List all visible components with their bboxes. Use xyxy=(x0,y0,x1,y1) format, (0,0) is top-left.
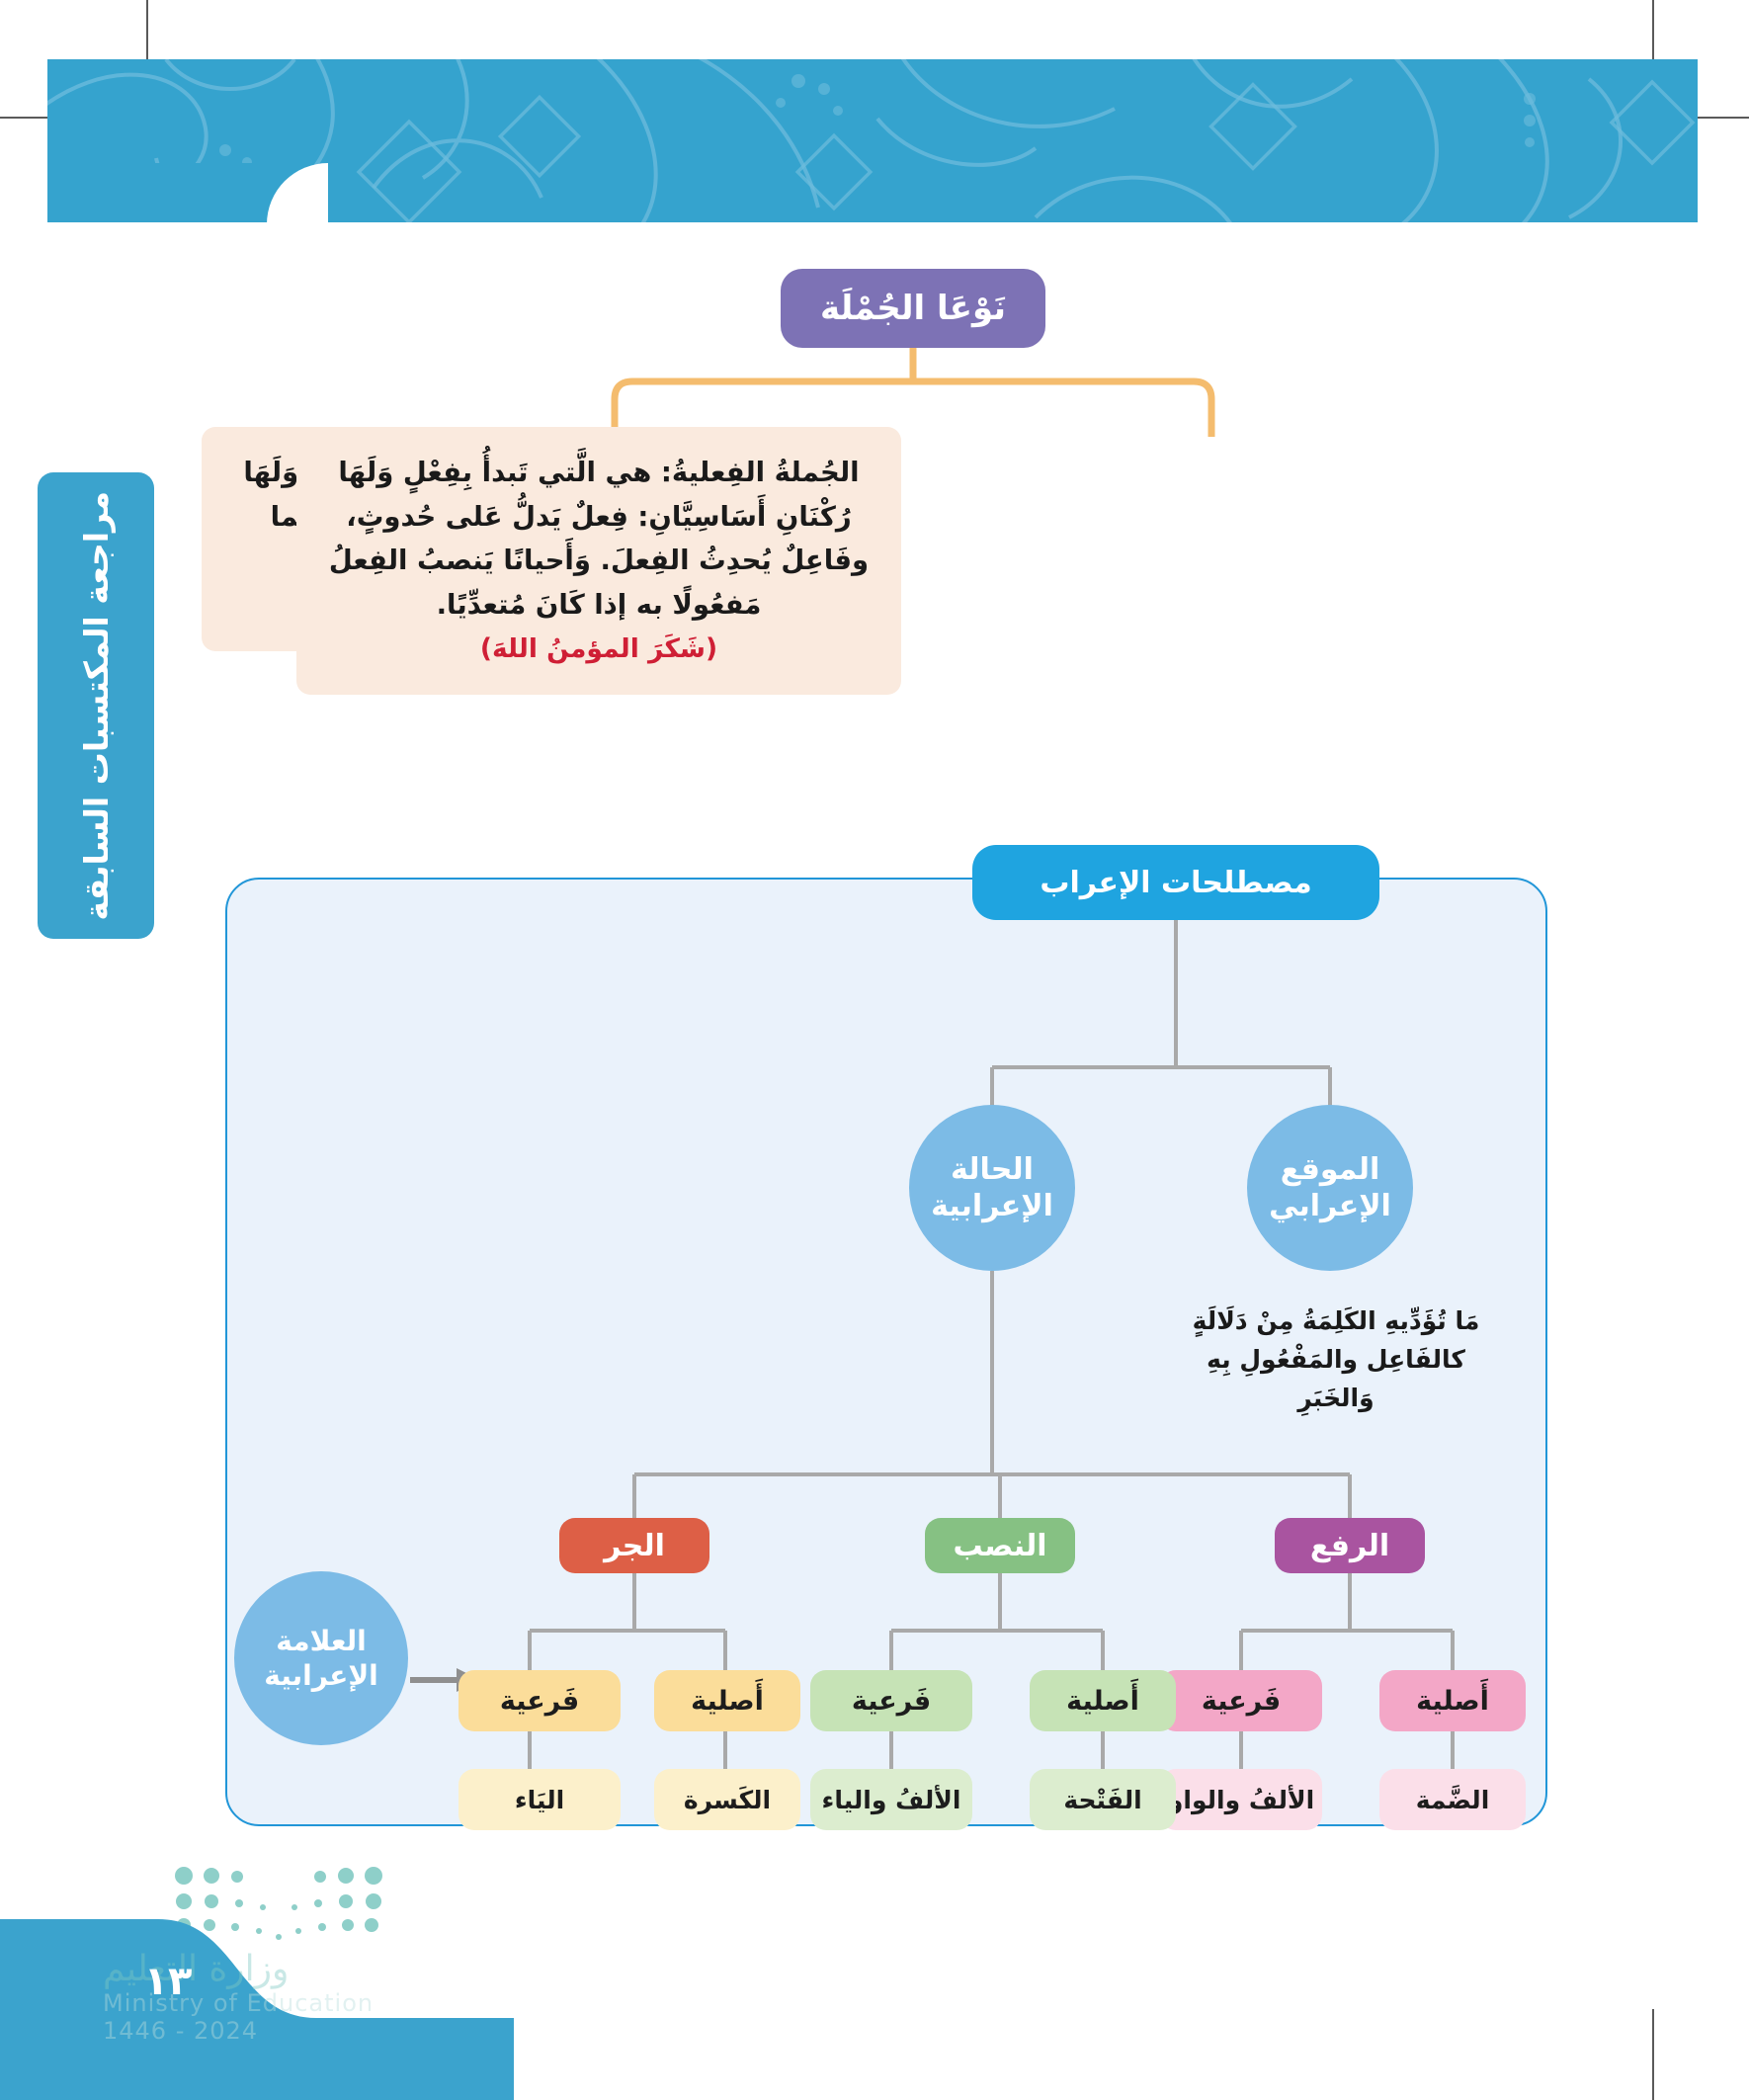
mark-kind-rafa-farciya: فَرعية xyxy=(1160,1670,1322,1731)
node-hala-irabiya-line1: الحالة xyxy=(951,1151,1034,1187)
node-mawqi-irabi: الموقع الإعرابي xyxy=(1247,1105,1413,1271)
banner-pattern-icon xyxy=(47,59,1696,222)
mawqi-desc-line1: مَا تُؤَدِّيهِ الكَلِمَةُ مِنْ دَلَالَةٍ xyxy=(1192,1306,1480,1335)
crop-mark-top-right-h xyxy=(1658,117,1749,119)
sidebar-section-tab[interactable]: مراجعة المكتسبات السابقة xyxy=(38,472,154,939)
footer-wave xyxy=(0,1919,514,2100)
mark-kind-rafa-asliya: أَصلية xyxy=(1379,1670,1526,1731)
mark-kind-nasb-farciya: فَرعية xyxy=(810,1670,972,1731)
mark-value-rafa-farciya: الألفُ والواو xyxy=(1160,1769,1322,1830)
node-mawqi-irabi-line1: الموقع xyxy=(1280,1151,1380,1187)
node-alama-irabiya-line1: العلامة xyxy=(276,1625,367,1657)
mark-kind-jarr-asliya: أَصلية xyxy=(654,1670,800,1731)
irab-terms-title: مصطلحات الإعراب xyxy=(972,845,1379,920)
case-pill-nasb: النصب xyxy=(925,1518,1075,1573)
mark-value-nasb-asliya: الفَتْحة xyxy=(1030,1769,1176,1830)
case-pill-jarr: الجر xyxy=(559,1518,709,1573)
verbal-sentence-example: (شَكَرَ المؤمنُ اللهَ) xyxy=(479,633,718,665)
orange-connector-icon xyxy=(611,348,1215,437)
mark-value-jarr-asliya: الكَسرة xyxy=(654,1769,800,1830)
mark-kind-jarr-farciya: فَرعية xyxy=(458,1670,621,1731)
mark-kind-nasb-asliya: أَصلية xyxy=(1030,1670,1176,1731)
node-mawqi-irabi-line2: الإعرابي xyxy=(1269,1189,1391,1223)
verbal-sentence-box: الجُملةُ الفِعليةُ: هي الَّتي تَبدأُ بِف… xyxy=(296,427,901,696)
mawqi-irabi-description: مَا تُؤَدِّيهِ الكَلِمَةُ مِنْ دَلَالَةٍ… xyxy=(1168,1302,1504,1417)
irab-terms-panel xyxy=(225,878,1547,1826)
node-hala-irabiya: الحالة الإعرابية xyxy=(909,1105,1075,1271)
ministry-watermark-en: Ministry of Education xyxy=(103,1989,375,2017)
node-alama-irabiya: العلامة الإعرابية xyxy=(234,1571,408,1745)
mark-value-nasb-farciya: الألفُ والياء xyxy=(810,1769,972,1830)
crop-mark-top-left-h xyxy=(0,117,91,119)
mawqi-desc-line2: كالفَاعِل والمَفْعُولِ بِهِ وَالخَبَرِ xyxy=(1207,1344,1465,1412)
page-number: ١٣ xyxy=(143,1959,193,2004)
crop-mark-top-left-v xyxy=(146,0,148,91)
node-alama-irabiya-line2: الإعرابية xyxy=(264,1659,378,1692)
sidebar-section-tab-label: مراجعة المكتسبات السابقة xyxy=(76,490,116,921)
header-banner xyxy=(47,59,1698,222)
ministry-watermark-ar: وزارة التعليم xyxy=(103,1949,290,1989)
crop-mark-bottom-right-v xyxy=(1652,2009,1654,2100)
ministry-logo-dots-icon xyxy=(175,1867,382,1940)
ministry-watermark-year: 2024 - 1446 xyxy=(103,2017,259,2045)
crop-mark-top-right-v xyxy=(1652,0,1654,91)
verbal-sentence-text: الجُملةُ الفِعليةُ: هي الَّتي تَبدأُ بِف… xyxy=(328,457,870,621)
mark-value-jarr-farciya: اليَاء xyxy=(458,1769,621,1830)
case-pill-rafa: الرفع xyxy=(1275,1518,1425,1573)
mark-value-rafa-asliya: الضَّمة xyxy=(1379,1769,1526,1830)
sentence-types-title: نَوْعَا الجُمْلَة xyxy=(781,269,1045,348)
node-hala-irabiya-line2: الإعرابية xyxy=(931,1189,1053,1223)
ministry-watermark: وزارة التعليم Ministry of Education 2024… xyxy=(103,1949,498,2045)
